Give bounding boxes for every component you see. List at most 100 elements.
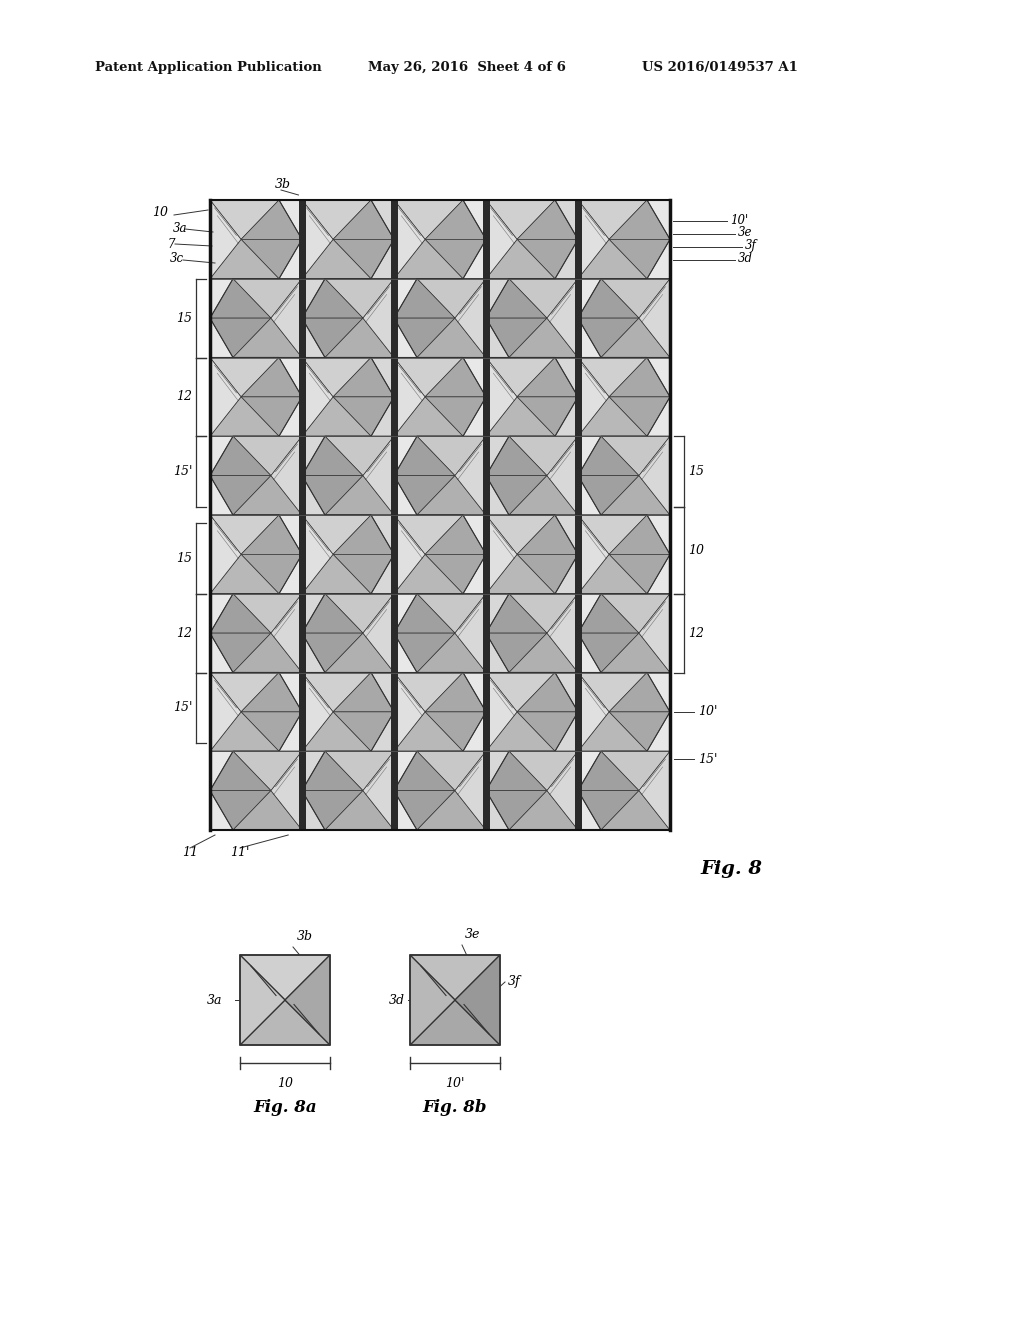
Polygon shape xyxy=(302,475,362,515)
Polygon shape xyxy=(241,201,302,239)
Text: 3b: 3b xyxy=(297,931,313,942)
Polygon shape xyxy=(333,201,394,239)
Polygon shape xyxy=(210,358,279,397)
Polygon shape xyxy=(486,279,547,318)
Polygon shape xyxy=(578,201,647,239)
Polygon shape xyxy=(486,594,547,634)
Bar xyxy=(574,201,582,830)
Polygon shape xyxy=(240,1001,330,1045)
Polygon shape xyxy=(578,475,639,515)
Polygon shape xyxy=(486,201,555,239)
Polygon shape xyxy=(517,201,578,239)
Polygon shape xyxy=(486,554,555,594)
Polygon shape xyxy=(609,239,670,279)
Polygon shape xyxy=(639,279,670,358)
Polygon shape xyxy=(609,554,670,594)
Polygon shape xyxy=(210,318,271,358)
Polygon shape xyxy=(233,318,302,358)
Polygon shape xyxy=(486,634,547,672)
Polygon shape xyxy=(210,475,271,515)
Polygon shape xyxy=(241,672,302,711)
Text: 12: 12 xyxy=(688,627,705,640)
Polygon shape xyxy=(210,515,279,554)
Polygon shape xyxy=(509,634,578,672)
Polygon shape xyxy=(241,397,302,436)
Polygon shape xyxy=(578,672,609,751)
Text: 12: 12 xyxy=(176,391,193,404)
Bar xyxy=(302,201,394,830)
Text: 15: 15 xyxy=(176,552,193,565)
Polygon shape xyxy=(609,397,670,436)
Polygon shape xyxy=(302,515,333,594)
Polygon shape xyxy=(425,515,486,554)
Text: 3f: 3f xyxy=(745,239,757,252)
Polygon shape xyxy=(362,436,394,515)
Polygon shape xyxy=(210,672,241,751)
Polygon shape xyxy=(486,358,555,397)
Polygon shape xyxy=(302,318,362,358)
Polygon shape xyxy=(325,751,394,791)
Polygon shape xyxy=(302,279,362,318)
Polygon shape xyxy=(394,201,425,279)
Polygon shape xyxy=(509,475,578,515)
Polygon shape xyxy=(578,279,639,318)
Polygon shape xyxy=(394,791,455,830)
Polygon shape xyxy=(394,672,425,751)
Polygon shape xyxy=(362,279,394,358)
Polygon shape xyxy=(578,672,647,711)
Polygon shape xyxy=(241,711,302,751)
Text: Fig. 8a: Fig. 8a xyxy=(253,1100,316,1115)
Text: 3c: 3c xyxy=(170,252,184,264)
Polygon shape xyxy=(302,594,362,634)
Polygon shape xyxy=(486,672,517,751)
Polygon shape xyxy=(417,634,486,672)
Polygon shape xyxy=(578,751,639,791)
Text: 3f: 3f xyxy=(508,975,520,989)
Polygon shape xyxy=(394,397,463,436)
Polygon shape xyxy=(210,594,271,634)
Polygon shape xyxy=(517,554,578,594)
Polygon shape xyxy=(417,436,486,475)
Text: 11': 11' xyxy=(230,846,250,858)
Polygon shape xyxy=(517,358,578,397)
Polygon shape xyxy=(210,239,279,279)
Polygon shape xyxy=(325,279,394,318)
Polygon shape xyxy=(517,672,578,711)
Polygon shape xyxy=(333,239,394,279)
Polygon shape xyxy=(210,201,279,239)
Polygon shape xyxy=(210,634,271,672)
Polygon shape xyxy=(302,201,371,239)
Polygon shape xyxy=(394,358,463,397)
Polygon shape xyxy=(425,711,486,751)
Polygon shape xyxy=(325,475,394,515)
Polygon shape xyxy=(609,672,670,711)
Bar xyxy=(394,201,486,830)
Text: 3a: 3a xyxy=(207,994,222,1006)
Polygon shape xyxy=(302,672,371,711)
Polygon shape xyxy=(578,201,609,279)
Polygon shape xyxy=(578,634,639,672)
Polygon shape xyxy=(609,515,670,554)
Polygon shape xyxy=(394,634,455,672)
Text: 7: 7 xyxy=(168,238,175,251)
Polygon shape xyxy=(333,711,394,751)
Polygon shape xyxy=(241,515,302,554)
Polygon shape xyxy=(271,751,302,830)
Polygon shape xyxy=(425,201,486,239)
Polygon shape xyxy=(325,634,394,672)
Polygon shape xyxy=(486,475,547,515)
Polygon shape xyxy=(233,594,302,634)
Polygon shape xyxy=(233,475,302,515)
Text: 15': 15' xyxy=(173,465,193,478)
Polygon shape xyxy=(578,358,609,436)
Polygon shape xyxy=(362,751,394,830)
Text: 10: 10 xyxy=(278,1077,293,1090)
Polygon shape xyxy=(325,318,394,358)
Polygon shape xyxy=(547,594,578,672)
Text: 3a: 3a xyxy=(173,222,187,235)
Polygon shape xyxy=(362,594,394,672)
Polygon shape xyxy=(394,358,425,436)
Polygon shape xyxy=(233,279,302,318)
Polygon shape xyxy=(240,954,330,1001)
Polygon shape xyxy=(486,751,547,791)
